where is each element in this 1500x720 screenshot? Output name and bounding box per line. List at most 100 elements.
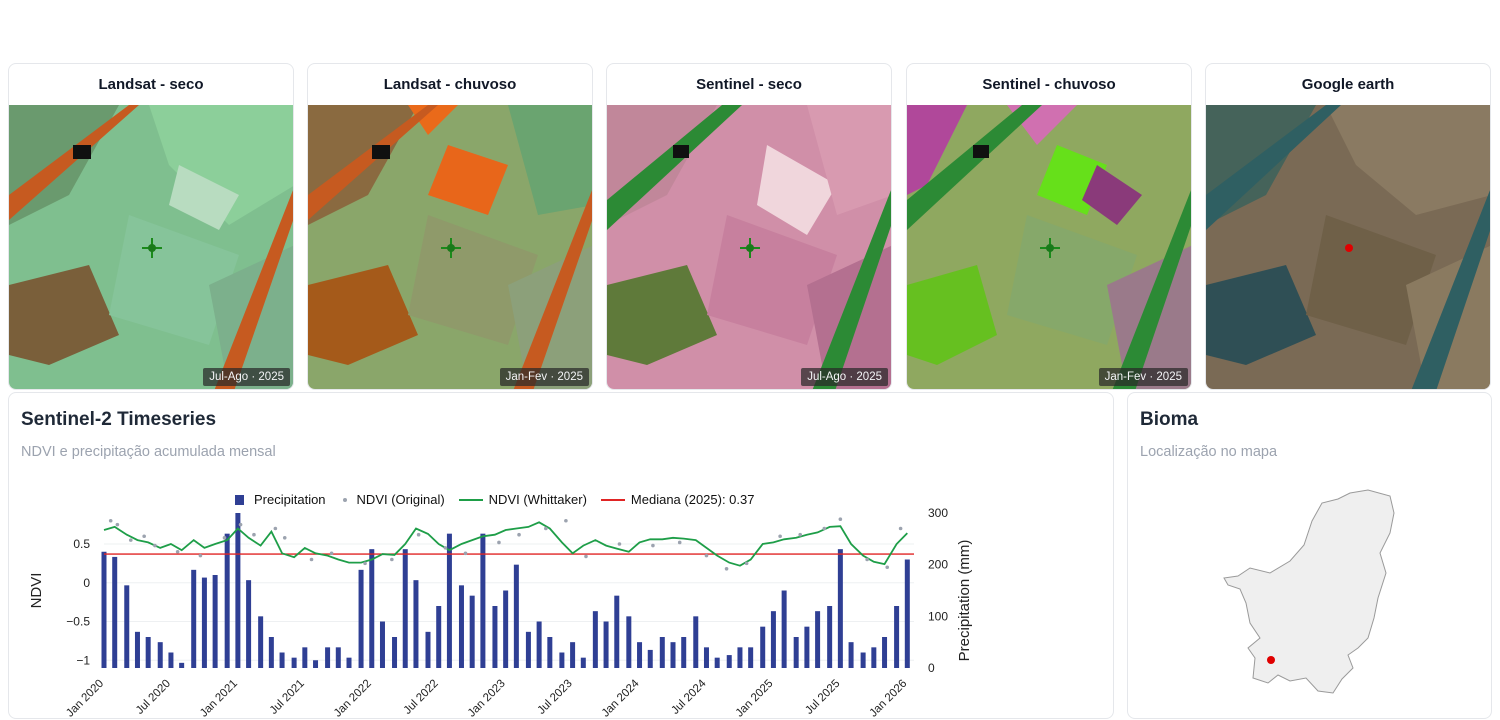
legend-label: NDVI (Original) [356,492,445,507]
ndvi-original-point [443,546,448,550]
satellite-image[interactable]: Jul-Ago · 2025 [9,105,293,389]
y-right-tick-label: 0 [928,661,935,675]
card-landsat-chuvoso[interactable]: Landsat - chuvoso Jan-Fe [307,63,593,390]
ndvi-original-point [416,532,421,537]
x-tick-label: Jan 2020 [64,678,106,720]
bioma-panel: Bioma Localização no mapa [1127,392,1492,719]
date-badge: Jan-Fev · 2025 [1098,368,1188,386]
legend-item-ndvi-original[interactable]: NDVI (Original) [340,492,445,507]
precip-bar [492,606,498,668]
precip-bar [325,647,331,668]
ndvi-original-point [544,526,548,531]
precip-bar [358,569,364,668]
precip-bar [815,611,821,668]
precip-bar [458,585,464,668]
sentinel-seco-image [607,105,891,389]
ndvi-original-point [142,534,146,539]
precip-bar [882,637,888,668]
ndvi-original-point [282,536,287,540]
ndvi-original-point [744,561,749,566]
x-tick-label: Jul 2023 [535,678,574,717]
precip-bar [637,642,643,668]
x-tick-label: Jul 2022 [402,678,441,717]
precip-bar [559,652,565,668]
precip-bar [379,621,385,668]
legend-item-ndvi-whittaker[interactable]: NDVI (Whittaker) [458,492,587,507]
precip-bar [145,637,151,668]
y-right-tick-label: 100 [928,609,948,623]
ndvi-original-point [885,565,890,570]
y-right-tick-label: 200 [928,558,948,572]
precip-bar [335,647,341,668]
location-marker [1267,656,1275,664]
card-google-earth[interactable]: Google earth [1205,63,1491,390]
bioma-map[interactable] [1128,393,1493,720]
ndvi-original-point [584,554,588,559]
x-tick-label: Jan 2026 [867,678,909,720]
x-tick-label: Jul 2021 [268,678,307,717]
satellite-image[interactable]: Jul-Ago · 2025 [607,105,891,389]
precip-bar [268,637,274,668]
precip-bar [614,595,620,668]
legend-swatch [342,497,347,502]
legend-swatch [458,498,483,501]
satellite-image[interactable]: Jan-Fev · 2025 [907,105,1191,389]
precip-bar [827,606,833,668]
ndvi-original-point [564,518,568,523]
legend-item-median[interactable]: Mediana (2025): 0.37 [600,492,755,507]
precip-bar [101,551,107,668]
precip-bar [425,631,431,668]
precip-bar [647,649,653,668]
panel-title: Bioma [1140,409,1199,430]
ndvi-original-point [517,532,521,537]
y-right-tick-label: 300 [928,506,948,520]
precip-bar [469,595,475,668]
ndvi-original-point [822,526,827,531]
y-tick-label: 0.5 [73,537,90,551]
x-tick-label: Jan 2025 [734,678,776,720]
ndvi-original-point [329,551,334,556]
timeseries-chart[interactable]: 0.5 0 −0.5 −1 300 200 100 0 NDVI Precipitation (m… [9,393,1115,720]
precip-bar [258,616,264,668]
x-tick-label: Jan 2024 [600,677,642,719]
precip-bar [212,575,218,668]
precip-bar [157,642,163,668]
precip-bar [626,616,632,668]
ndvi-original-point [309,557,314,562]
precip-bar [513,564,519,668]
card-title: Sentinel - chuvoso [982,76,1116,93]
precip-bar [536,621,542,668]
card-sentinel-seco[interactable]: Sentinel - seco Jul-Ago · 2025 [606,63,892,390]
satellite-image[interactable]: Jan-Fev · 2025 [308,105,592,389]
ndvi-original-point [497,540,501,545]
panel-title: Sentinel-2 Timeseries [21,409,217,430]
precip-bar [201,577,207,668]
timeseries-panel: Sentinel-2 Timeseries NDVI e precipitaçã… [8,392,1115,720]
precip-bar [580,657,586,668]
precip-bar [235,513,241,668]
sentinel-chuvoso-image [907,105,1191,389]
ndvi-original-point [222,536,227,540]
precip-bar [781,590,787,668]
x-tick-label: Jan 2021 [198,678,240,720]
ndvi-original-point [724,567,729,571]
ndvi-original-point [115,522,120,527]
y-tick-label: 0 [83,576,90,590]
precip-bar [837,549,843,668]
card-sentinel-chuvoso[interactable]: Sentinel - chuvoso Jan-F [906,63,1192,390]
precip-bar [525,631,531,668]
legend-item-precipitation[interactable]: Precipitation [235,492,326,507]
legend-swatch [235,494,244,505]
precip-bar [693,616,699,668]
ndvi-original-point [128,538,133,542]
precip-bar [894,606,900,668]
chart-legend[interactable]: Precipitation NDVI (Original) NDVI (Whit… [235,492,769,507]
ndvi-original-point [778,534,782,539]
satellite-image[interactable] [1206,105,1490,389]
precip-bar [871,647,877,668]
x-tick-label: Jan 2023 [466,678,508,720]
ndvi-original-point [865,557,869,562]
precip-bar [603,621,609,668]
card-landsat-seco[interactable]: Landsat - seco Jul-Ago · 2025 [8,63,294,390]
